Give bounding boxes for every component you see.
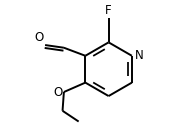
Text: F: F (105, 4, 112, 17)
Text: O: O (34, 31, 44, 44)
Text: O: O (53, 85, 63, 99)
Text: N: N (135, 49, 144, 62)
